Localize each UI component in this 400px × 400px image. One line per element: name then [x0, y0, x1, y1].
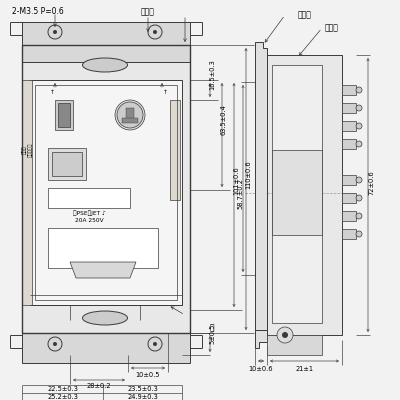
Bar: [22, 333, 190, 363]
Ellipse shape: [82, 58, 128, 72]
Text: ボディ: ボディ: [325, 24, 339, 32]
Bar: [342, 121, 356, 131]
Bar: [342, 193, 356, 203]
Circle shape: [53, 30, 57, 34]
Text: ⊕ アース: ⊕ アース: [91, 236, 115, 244]
Bar: [55, 100, 73, 130]
Polygon shape: [255, 42, 267, 330]
Bar: [342, 85, 356, 95]
Text: 2-M3.5 P=0.6: 2-M3.5 P=0.6: [12, 8, 64, 16]
Bar: [48, 228, 158, 268]
Bar: [22, 22, 190, 62]
Text: ↑: ↑: [162, 90, 168, 96]
Bar: [58, 103, 70, 127]
Text: 28±0.2: 28±0.2: [87, 383, 111, 389]
Circle shape: [356, 195, 362, 201]
Bar: [267, 55, 342, 335]
Text: 72±0.6: 72±0.6: [368, 170, 374, 195]
Bar: [35, 85, 177, 300]
Text: 23.5±0.3: 23.5±0.3: [127, 386, 158, 392]
Text: カバー: カバー: [298, 10, 312, 20]
Text: 21±1: 21±1: [296, 366, 314, 372]
Bar: [170, 100, 180, 200]
Text: 58.7±0.2: 58.7±0.2: [237, 178, 243, 209]
Bar: [22, 22, 190, 62]
Bar: [22, 45, 190, 340]
Text: 110±0.6: 110±0.6: [245, 160, 251, 189]
Bar: [48, 188, 130, 208]
Text: ▲ あけ口: ▲ あけ口: [94, 249, 112, 255]
Polygon shape: [255, 330, 267, 348]
Bar: [52, 152, 82, 176]
Circle shape: [356, 105, 362, 111]
Text: 10±0.6: 10±0.6: [249, 366, 273, 372]
Bar: [48, 148, 86, 180]
Text: 10±0.5: 10±0.5: [136, 372, 160, 378]
Bar: [272, 65, 322, 323]
Ellipse shape: [82, 311, 128, 325]
Bar: [22, 80, 32, 305]
Bar: [22, 45, 190, 333]
Circle shape: [356, 177, 362, 183]
Text: 24.9±0.3: 24.9±0.3: [127, 394, 158, 400]
Text: 16.5±0.3: 16.5±0.3: [209, 59, 215, 90]
Text: アース
コンセント: アース コンセント: [22, 143, 32, 157]
Text: 取付枠: 取付枠: [141, 8, 155, 16]
Bar: [122, 118, 138, 123]
Text: 63.5±0.4: 63.5±0.4: [221, 104, 227, 135]
Text: 25.2±0.3: 25.2±0.3: [47, 394, 78, 400]
Text: ＜PSE＞JET ♪: ＜PSE＞JET ♪: [73, 210, 105, 216]
Bar: [30, 80, 182, 305]
Polygon shape: [70, 262, 136, 278]
Text: 屋: 屋: [210, 324, 215, 332]
Circle shape: [153, 30, 157, 34]
Text: ↑: ↑: [50, 90, 54, 96]
Bar: [342, 211, 356, 221]
Text: 22.5±0.3: 22.5±0.3: [47, 386, 78, 392]
Bar: [272, 150, 322, 235]
Bar: [342, 139, 356, 149]
Bar: [342, 175, 356, 185]
Bar: [342, 229, 356, 239]
Text: 5±0.5: 5±0.5: [209, 324, 215, 344]
Bar: [267, 335, 322, 355]
Text: 101±0.6: 101±0.6: [233, 166, 239, 195]
Circle shape: [282, 332, 288, 338]
Bar: [126, 108, 134, 122]
Text: 20A 250V: 20A 250V: [75, 218, 103, 222]
Circle shape: [356, 141, 362, 147]
Circle shape: [115, 100, 145, 130]
Circle shape: [277, 327, 293, 343]
Circle shape: [356, 213, 362, 219]
Circle shape: [53, 342, 57, 346]
Bar: [342, 103, 356, 113]
Bar: [22, 333, 190, 363]
Circle shape: [153, 342, 157, 346]
Circle shape: [117, 102, 143, 128]
Circle shape: [356, 123, 362, 129]
Circle shape: [356, 231, 362, 237]
Text: 200V用: 200V用: [74, 194, 104, 202]
Circle shape: [356, 87, 362, 93]
